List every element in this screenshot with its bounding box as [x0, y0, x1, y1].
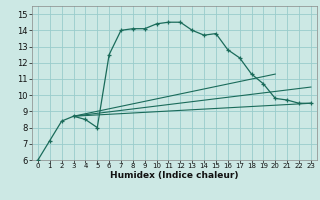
X-axis label: Humidex (Indice chaleur): Humidex (Indice chaleur) [110, 171, 239, 180]
